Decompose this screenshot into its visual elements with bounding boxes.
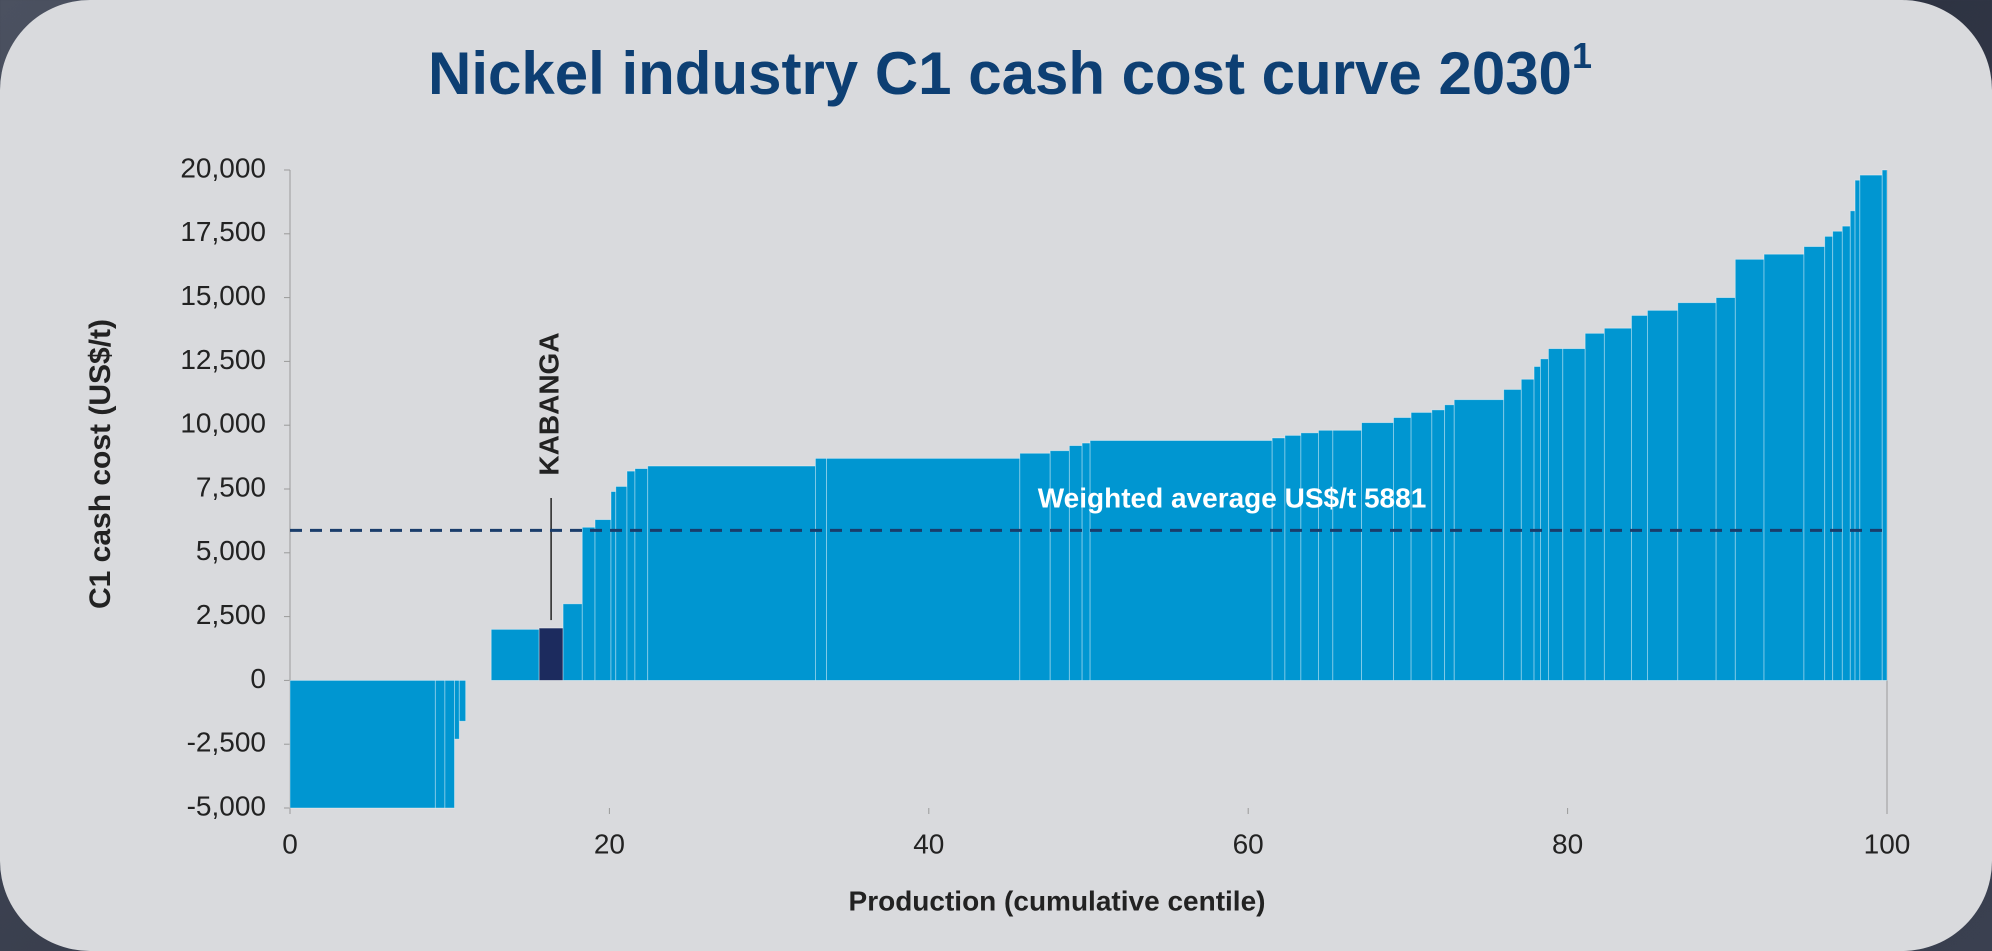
bar	[1082, 443, 1090, 680]
bar	[1678, 303, 1716, 681]
bar	[815, 458, 826, 680]
highlight-bar	[539, 628, 563, 680]
bar	[1454, 400, 1504, 681]
bar	[1855, 180, 1860, 680]
bar	[1647, 310, 1677, 680]
bar	[648, 466, 816, 680]
bar	[1285, 435, 1301, 680]
x-tick-label: 80	[1552, 828, 1583, 859]
reference-label: Weighted average US$/t 5881	[1038, 483, 1427, 514]
y-tick-label: 2,500	[196, 599, 266, 630]
bar	[1842, 226, 1850, 680]
bar	[445, 680, 455, 808]
bar	[1585, 333, 1604, 680]
page: Nickel industry C1 cash cost curve 20301…	[0, 0, 1992, 951]
bar	[1804, 247, 1825, 681]
bar	[1090, 441, 1272, 681]
title-footnote: 1	[1572, 35, 1592, 76]
bar	[611, 492, 616, 681]
bar	[1333, 430, 1362, 680]
bar	[1631, 315, 1647, 680]
y-tick-label: 0	[250, 663, 266, 694]
bar	[595, 520, 611, 681]
x-tick-label: 40	[913, 828, 944, 859]
chart-title: Nickel industry C1 cash cost curve 20301	[428, 35, 1592, 107]
y-tick-label: 15,000	[180, 280, 266, 311]
y-tick-label: 10,000	[180, 408, 266, 439]
bar	[1563, 349, 1585, 681]
bar	[1504, 389, 1522, 680]
bar	[435, 680, 445, 808]
bar	[459, 680, 465, 721]
bar	[1716, 298, 1735, 681]
bar	[1825, 236, 1833, 680]
bar	[1764, 254, 1804, 680]
bar	[1272, 438, 1285, 680]
highlight-label: KABANGA	[534, 332, 565, 475]
y-tick-label: 12,500	[180, 344, 266, 375]
title-text: Nickel industry C1 cash cost curve 2030	[428, 40, 1572, 107]
bar	[1540, 359, 1548, 681]
bar	[1604, 328, 1631, 680]
bar	[1432, 410, 1445, 681]
y-tick-label: -5,000	[187, 790, 266, 821]
bar	[627, 471, 635, 680]
y-tick-label: -2,500	[187, 727, 266, 758]
bar	[582, 527, 595, 680]
bar	[491, 629, 539, 680]
bar	[1069, 446, 1082, 681]
x-tick-label: 60	[1233, 828, 1264, 859]
bar	[635, 469, 648, 681]
y-axis-label: C1 cash cost (US$/t)	[84, 319, 117, 609]
bar	[1548, 349, 1562, 681]
x-tick-label: 20	[594, 828, 625, 859]
x-axis-label: Production (cumulative centile)	[849, 885, 1266, 916]
bar	[616, 486, 627, 680]
bar	[1850, 211, 1855, 681]
bar	[1735, 259, 1764, 680]
bar	[1362, 423, 1394, 681]
y-tick-label: 7,500	[196, 471, 266, 502]
x-tick-label: 100	[1864, 828, 1911, 859]
bar	[1882, 170, 1887, 680]
bar	[1534, 367, 1540, 681]
bar	[1301, 433, 1319, 681]
y-tick-label: 5,000	[196, 535, 266, 566]
bar	[454, 680, 459, 739]
y-tick-label: 17,500	[180, 216, 266, 247]
bar	[1833, 231, 1843, 680]
bar	[1318, 430, 1332, 680]
bar	[827, 458, 1020, 680]
bar	[1394, 418, 1412, 681]
bar	[1445, 405, 1455, 681]
x-tick-label: 0	[282, 828, 298, 859]
chart: Nickel industry C1 cash cost curve 20301…	[0, 0, 1992, 951]
bar	[1860, 175, 1882, 680]
bar	[563, 604, 582, 681]
bar	[1411, 412, 1432, 680]
y-tick-label: 20,000	[180, 152, 266, 183]
bar	[290, 680, 435, 808]
